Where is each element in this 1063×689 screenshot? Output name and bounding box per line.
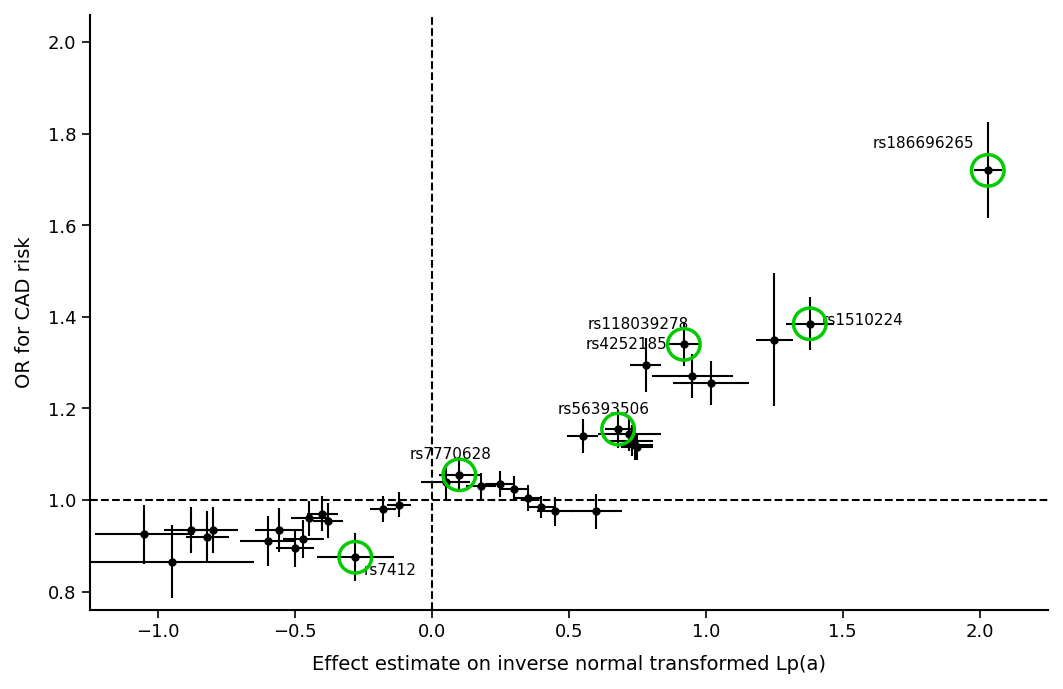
Text: rs7770628: rs7770628: [410, 447, 492, 462]
Text: rs56393506: rs56393506: [558, 402, 649, 416]
Text: rs4252185: rs4252185: [586, 338, 667, 352]
Text: rs7412: rs7412: [364, 563, 417, 578]
Text: rs118039278: rs118039278: [588, 317, 689, 331]
Y-axis label: OR for CAD risk: OR for CAD risk: [15, 237, 34, 389]
X-axis label: Effect estimate on inverse normal transformed Lp(a): Effect estimate on inverse normal transf…: [311, 655, 826, 674]
Text: rs186696265: rs186696265: [873, 136, 975, 152]
Text: rs1510224: rs1510224: [822, 313, 904, 327]
